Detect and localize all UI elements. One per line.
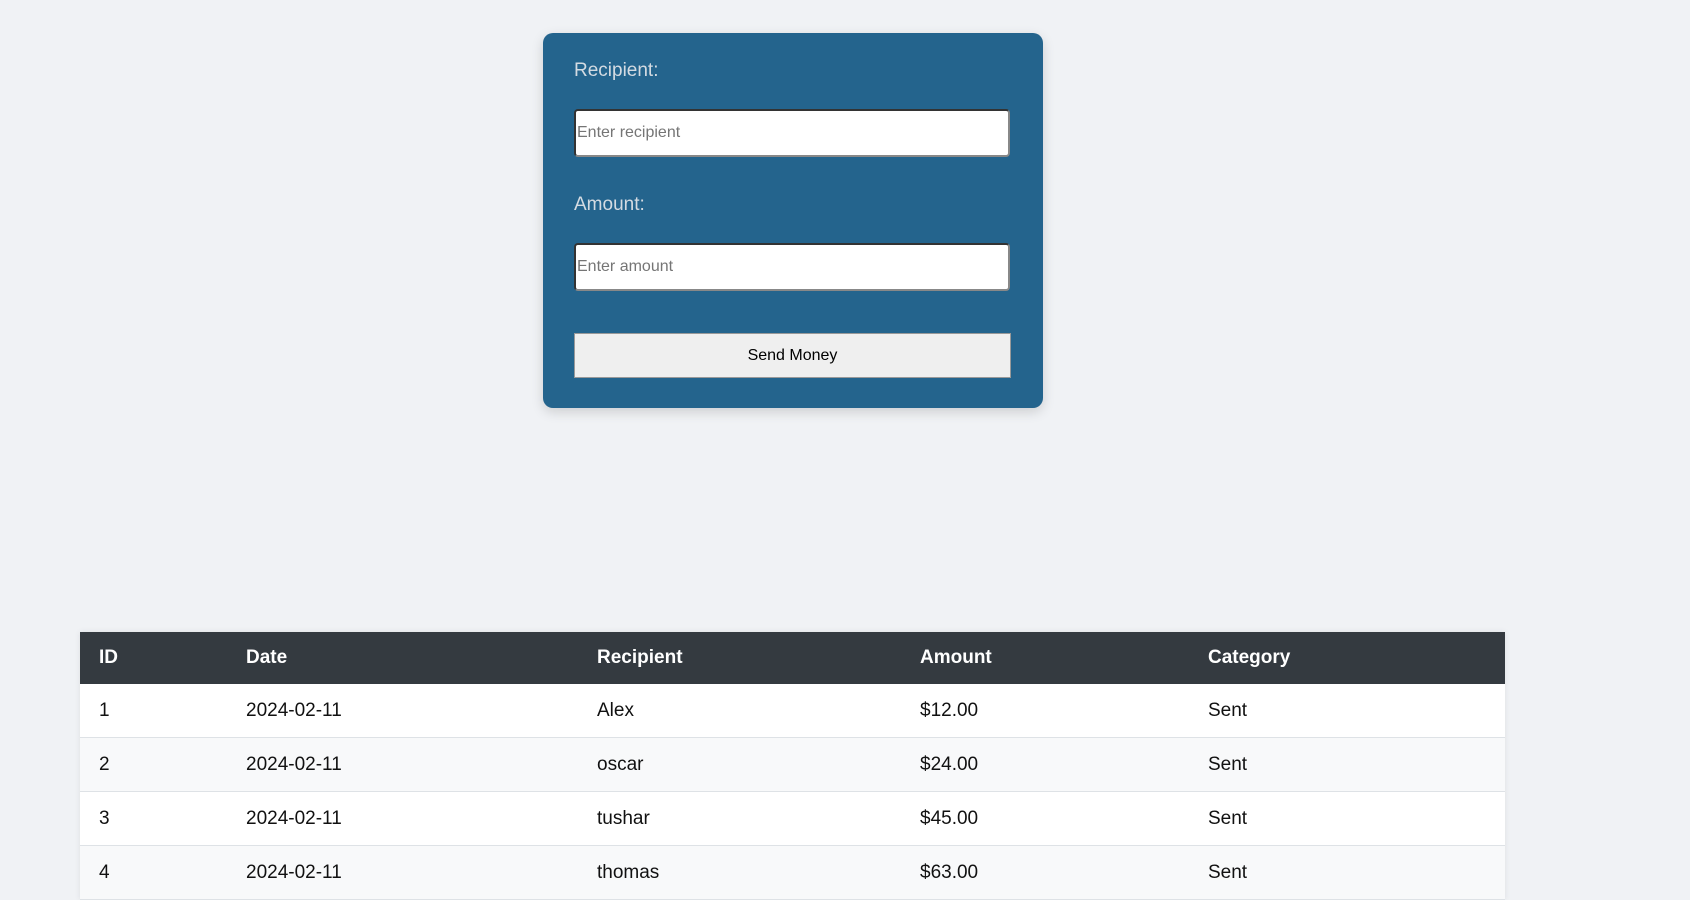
header-amount: Amount [901,632,1189,684]
cell-recipient: oscar [578,737,901,792]
cell-amount: $12.00 [901,684,1189,738]
cell-date: 2024-02-11 [227,845,578,900]
cell-recipient: tushar [578,791,901,846]
cell-date: 2024-02-11 [227,791,578,846]
transactions-table: ID Date Recipient Amount Category 1 2024-… [80,632,1505,900]
table-row: 1 2024-02-11 Alex $12.00 Sent [80,684,1505,738]
header-recipient: Recipient [578,632,901,684]
table-row: 2 2024-02-11 oscar $24.00 Sent [80,737,1505,792]
cell-category: Sent [1189,845,1505,900]
cell-date: 2024-02-11 [227,684,578,738]
amount-input[interactable] [574,243,1010,291]
recipient-input[interactable] [574,109,1010,157]
header-id: ID [80,632,227,684]
cell-id: 2 [80,737,227,792]
cell-category: Sent [1189,791,1505,846]
header-category: Category [1189,632,1505,684]
send-money-button[interactable]: Send Money [574,333,1011,378]
table-row: 4 2024-02-11 thomas $63.00 Sent [80,845,1505,900]
send-money-form: Recipient: Amount: Send Money [543,33,1043,408]
cell-amount: $24.00 [901,737,1189,792]
cell-date: 2024-02-11 [227,737,578,792]
cell-id: 4 [80,845,227,900]
cell-recipient: thomas [578,845,901,900]
amount-label: Amount: [574,194,645,215]
table-header-row: ID Date Recipient Amount Category [80,632,1505,684]
table-row: 3 2024-02-11 tushar $45.00 Sent [80,791,1505,846]
cell-id: 3 [80,791,227,846]
cell-category: Sent [1189,684,1505,738]
cell-recipient: Alex [578,684,901,738]
cell-id: 1 [80,684,227,738]
cell-category: Sent [1189,737,1505,792]
cell-amount: $63.00 [901,845,1189,900]
header-date: Date [227,632,578,684]
cell-amount: $45.00 [901,791,1189,846]
recipient-label: Recipient: [574,60,659,81]
